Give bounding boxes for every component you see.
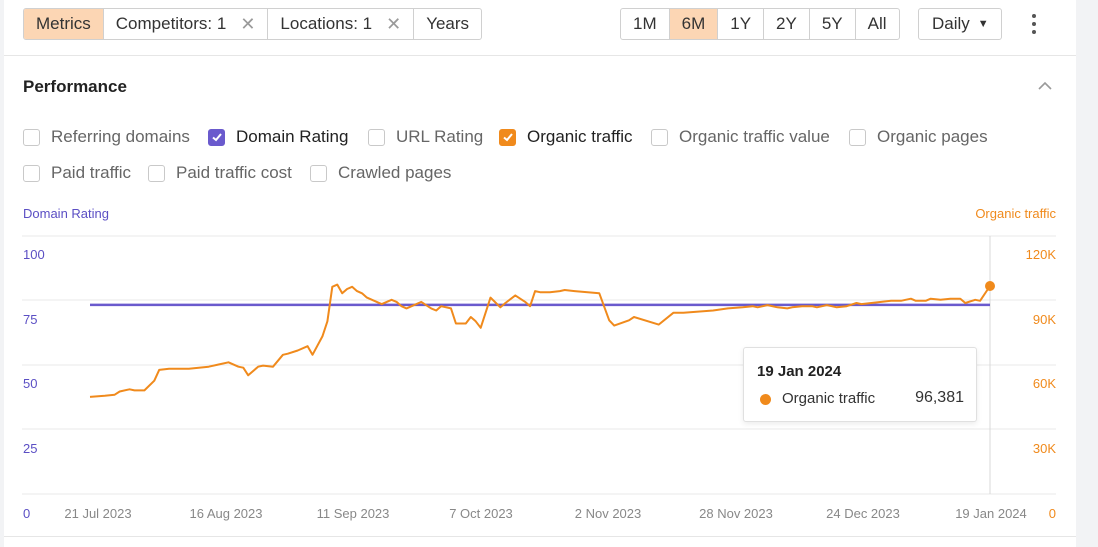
metric-paid-traffic[interactable]: Paid traffic bbox=[23, 163, 131, 183]
metric-url-rating[interactable]: URL Rating bbox=[368, 127, 483, 147]
range-2y[interactable]: 2Y bbox=[764, 9, 810, 39]
interval-label: Daily bbox=[932, 14, 970, 33]
tab-metrics[interactable]: Metrics bbox=[24, 9, 104, 39]
metric-label: Crawled pages bbox=[338, 163, 452, 182]
right-axis-tick-label: 0 bbox=[1049, 506, 1056, 521]
metric-paid-traffic-cost[interactable]: Paid traffic cost bbox=[148, 163, 292, 183]
range-6m[interactable]: 6M bbox=[669, 9, 719, 39]
metric-label: Organic traffic bbox=[527, 127, 633, 146]
left-axis-tick-label: 0 bbox=[23, 506, 30, 521]
metric-organic-traffic-value[interactable]: Organic traffic value bbox=[651, 127, 830, 147]
date-range-selector: 1M 6M 1Y 2Y 5Y All bbox=[620, 8, 900, 40]
metric-label: Referring domains bbox=[51, 127, 190, 146]
checkbox[interactable] bbox=[368, 128, 385, 146]
metric-label: Domain Rating bbox=[236, 127, 349, 146]
range-1m[interactable]: 1M bbox=[621, 9, 670, 39]
x-axis-tick-label: 28 Nov 2023 bbox=[699, 506, 773, 521]
right-axis-tick-label: 60K bbox=[1033, 376, 1056, 391]
checkbox[interactable] bbox=[148, 164, 165, 182]
metric-label: Paid traffic cost bbox=[176, 163, 292, 182]
x-axis-tick-label: 2 Nov 2023 bbox=[575, 506, 642, 521]
caret-down-icon: ▼ bbox=[977, 18, 989, 30]
x-axis-tick-label: 24 Dec 2023 bbox=[826, 506, 900, 521]
chart-tooltip: 19 Jan 2024 Organic traffic 96,381 bbox=[743, 347, 977, 422]
range-1y[interactable]: 1Y bbox=[718, 9, 765, 39]
x-axis-tick-label: 7 Oct 2023 bbox=[449, 506, 513, 521]
range-5y[interactable]: 5Y bbox=[810, 9, 856, 39]
organic-traffic-line bbox=[89, 283, 991, 398]
tab-locations[interactable]: Locations: 1 ✕ bbox=[268, 9, 415, 39]
checkbox[interactable] bbox=[310, 164, 327, 182]
metric-domain-rating[interactable]: Domain Rating bbox=[208, 127, 348, 147]
close-icon[interactable]: ✕ bbox=[240, 13, 256, 34]
metric-crawled-pages[interactable]: Crawled pages bbox=[310, 163, 451, 183]
tab-years[interactable]: Years bbox=[414, 9, 481, 39]
range-all[interactable]: All bbox=[867, 14, 887, 33]
checkbox-checked[interactable] bbox=[208, 128, 225, 146]
metric-label: Paid traffic bbox=[51, 163, 132, 182]
tab-label: Years bbox=[426, 14, 470, 33]
right-axis-tick-label: 120K bbox=[1026, 247, 1057, 262]
filter-tabs: Metrics Competitors: 1 ✕ Locations: 1 ✕ Ye… bbox=[23, 8, 483, 40]
metric-organic-traffic[interactable]: Organic traffic bbox=[499, 127, 633, 147]
tab-label: Competitors: 1 bbox=[115, 14, 227, 33]
metric-referring-domains[interactable]: Referring domains bbox=[23, 127, 190, 147]
metric-label: URL Rating bbox=[396, 127, 484, 146]
left-axis-tick-label: 25 bbox=[23, 441, 37, 456]
divider bbox=[4, 536, 1076, 537]
interval-dropdown[interactable]: Daily ▼ bbox=[918, 8, 1002, 40]
checkbox[interactable] bbox=[651, 128, 668, 146]
more-options-icon[interactable] bbox=[1024, 10, 1044, 38]
left-axis-tick-label: 100 bbox=[23, 247, 45, 262]
left-axis-tick-label: 50 bbox=[23, 376, 37, 391]
metric-label: Organic pages bbox=[877, 127, 988, 146]
tab-competitors[interactable]: Competitors: 1 ✕ bbox=[104, 9, 269, 39]
tab-label: Locations: 1 bbox=[280, 14, 373, 33]
x-axis-tick-label: 16 Aug 2023 bbox=[189, 506, 262, 521]
tooltip-series-name: Organic traffic bbox=[782, 390, 876, 407]
tooltip-value: 96,381 bbox=[915, 389, 964, 406]
x-axis-tick-label: 21 Jul 2023 bbox=[64, 506, 131, 521]
toolbar: Metrics Competitors: 1 ✕ Locations: 1 ✕ Ye… bbox=[4, 0, 1076, 56]
performance-chart[interactable]: 0 25 50 75 100 0 30K 60K 90K 120K 21 Jul 2023 16 Au… bbox=[4, 0, 1076, 547]
section-title: Performance bbox=[23, 77, 127, 96]
x-axis-tick-label: 19 Jan 2024 bbox=[955, 506, 1027, 521]
check-icon bbox=[502, 133, 513, 142]
x-axis-tick-label: 11 Sep 2023 bbox=[317, 506, 390, 521]
check-icon bbox=[211, 133, 222, 142]
checkbox-checked[interactable] bbox=[499, 128, 516, 146]
performance-panel: Metrics Competitors: 1 ✕ Locations: 1 ✕ Ye… bbox=[4, 0, 1076, 547]
chevron-up-icon[interactable] bbox=[1037, 78, 1053, 94]
tooltip-date: 19 Jan 2024 bbox=[757, 363, 842, 380]
left-axis-tick-label: 75 bbox=[23, 312, 37, 327]
metric-label: Organic traffic value bbox=[679, 127, 830, 146]
close-icon[interactable]: ✕ bbox=[386, 13, 402, 34]
right-axis-tick-label: 30K bbox=[1033, 441, 1056, 456]
left-axis-title: Domain Rating bbox=[23, 206, 109, 221]
checkbox[interactable] bbox=[23, 128, 40, 146]
right-axis-title: Organic traffic bbox=[975, 206, 1056, 221]
checkbox[interactable] bbox=[849, 128, 866, 146]
organic-traffic-last-point bbox=[985, 280, 995, 291]
metric-organic-pages[interactable]: Organic pages bbox=[849, 127, 988, 147]
right-axis-tick-label: 90K bbox=[1033, 312, 1056, 327]
series-dot-icon bbox=[760, 394, 771, 405]
tab-label: Metrics bbox=[36, 14, 91, 33]
checkbox[interactable] bbox=[23, 164, 40, 182]
